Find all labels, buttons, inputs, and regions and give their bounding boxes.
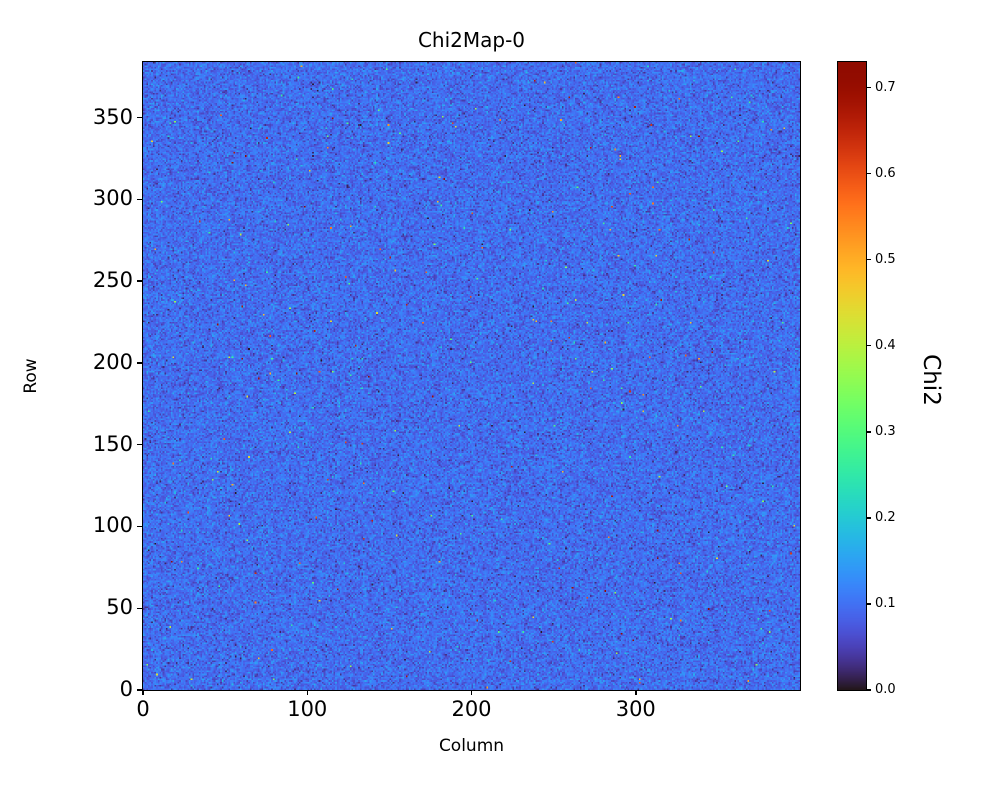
colorbar-tick-label: 0.5	[875, 251, 896, 267]
colorbar-tick-label: 0.0	[875, 682, 896, 697]
colorbar-tick-mark	[867, 431, 871, 433]
colorbar-tick-label: 0.6	[875, 165, 896, 181]
x-tick-label: 300	[615, 697, 656, 721]
y-tick-mark	[137, 607, 142, 609]
y-tick-label: 350	[92, 104, 133, 129]
y-tick-mark	[137, 198, 142, 201]
colorbar-tick-mark	[867, 345, 871, 347]
colorbar-tick-mark	[867, 517, 871, 519]
y-tick-mark	[137, 280, 142, 282]
colorbar-tick-label: 0.7	[875, 79, 896, 95]
y-tick-label: 200	[92, 349, 133, 374]
colorbar-canvas	[838, 62, 866, 690]
colorbar-tick-mark	[867, 87, 871, 89]
colorbar-tick-mark	[867, 603, 871, 605]
heatmap-canvas	[143, 62, 800, 690]
colorbar	[837, 61, 867, 691]
y-tick-mark	[137, 116, 142, 119]
x-tick-label: 0	[136, 697, 150, 721]
plot-area	[142, 61, 801, 691]
y-tick-mark	[137, 362, 142, 364]
x-axis-label: Column	[438, 736, 505, 756]
colorbar-tick-label: 0.2	[875, 509, 896, 525]
y-tick-label: 50	[106, 595, 133, 620]
colorbar-tick-mark	[867, 689, 871, 691]
chart-title: Chi2Map-0	[417, 28, 526, 52]
y-tick-mark	[137, 525, 142, 528]
colorbar-tick-label: 0.4	[875, 337, 896, 353]
x-tick-mark	[142, 690, 144, 695]
x-tick-mark	[470, 690, 473, 695]
x-tick-mark	[635, 690, 637, 695]
y-tick-mark	[137, 689, 142, 691]
x-tick-label: 200	[451, 697, 492, 721]
y-tick-label: 150	[92, 431, 133, 456]
colorbar-tick-label: 0.3	[875, 423, 896, 439]
colorbar-tick-mark	[867, 173, 871, 175]
y-tick-label: 300	[92, 186, 133, 211]
colorbar-tick-label: 0.1	[875, 595, 896, 611]
x-tick-mark	[306, 690, 309, 695]
x-tick-label: 100	[287, 697, 328, 721]
y-tick-label: 0	[119, 677, 133, 701]
y-tick-label: 250	[92, 268, 133, 293]
colorbar-tick-mark	[867, 259, 871, 261]
y-tick-mark	[137, 443, 142, 446]
y-tick-label: 100	[92, 513, 133, 538]
